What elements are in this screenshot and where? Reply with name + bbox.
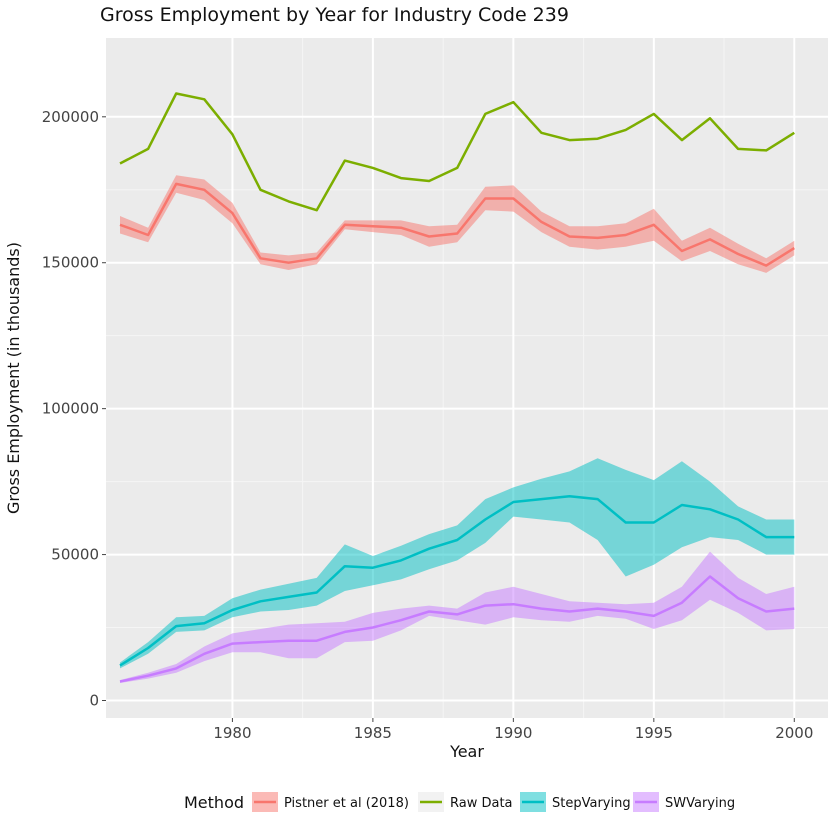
band-swvarying xyxy=(120,551,795,683)
y-tick-label: 50000 xyxy=(51,546,99,564)
legend-key-swvarying: SWVarying xyxy=(633,792,735,812)
legend-key-raw-data: Raw Data xyxy=(418,792,513,812)
legend-label: Raw Data xyxy=(450,796,513,811)
x-tick-label: 1990 xyxy=(494,724,532,742)
legend-label: SWVarying xyxy=(665,796,735,811)
x-tick-label: 1995 xyxy=(635,724,673,742)
line-pistner-et-al-2018 xyxy=(119,182,795,267)
x-tick-label: 2000 xyxy=(775,724,813,742)
y-tick-label: 200000 xyxy=(42,108,99,126)
band-stepvarying xyxy=(120,458,795,669)
confidence-bands xyxy=(120,175,795,683)
legend: Method Pistner et al (2018) Raw Data StepVa… xyxy=(184,792,735,812)
x-tick-label: 1980 xyxy=(213,724,251,742)
chart-title: Gross Employment by Year for Industry Co… xyxy=(100,4,569,26)
line-raw-data xyxy=(119,92,795,212)
x-axis-title: Year xyxy=(449,742,484,761)
y-axis-title: Gross Employment (in thousands) xyxy=(4,242,23,514)
legend-key-stepvarying: StepVarying xyxy=(520,792,631,812)
y-tick-label: 100000 xyxy=(42,400,99,418)
x-tick-label: 1985 xyxy=(354,724,392,742)
line-swvarying xyxy=(119,575,795,683)
y-tick-label: 0 xyxy=(89,691,99,709)
series-lines xyxy=(119,92,795,683)
line-stepvarying xyxy=(119,494,795,667)
band-pistner-et-al-2018 xyxy=(120,175,795,273)
legend-label: Pistner et al (2018) xyxy=(284,796,409,811)
y-tick-label: 150000 xyxy=(42,254,99,272)
legend-title: Method xyxy=(184,793,244,812)
axes: 1980 1985 1990 1995 2000 0 50000 100000 150000 20… xyxy=(42,108,814,742)
legend-key-pistner-et-al-2018: Pistner et al (2018) xyxy=(252,792,409,812)
legend-label: StepVarying xyxy=(552,796,631,811)
